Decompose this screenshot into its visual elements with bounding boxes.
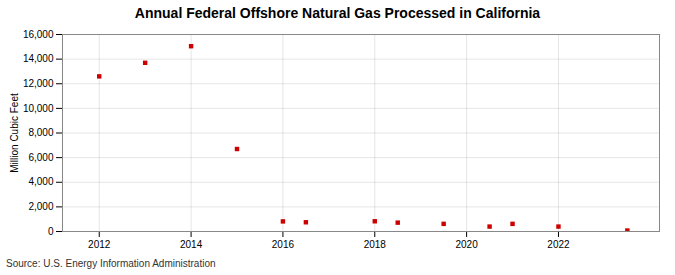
svg-text:Million Cubic Feet: Million Cubic Feet — [9, 93, 20, 173]
svg-text:2022: 2022 — [547, 239, 570, 250]
svg-text:0: 0 — [48, 226, 54, 237]
svg-text:2012: 2012 — [88, 239, 111, 250]
svg-text:8,000: 8,000 — [28, 127, 53, 138]
svg-text:2018: 2018 — [364, 239, 387, 250]
svg-text:12,000: 12,000 — [23, 78, 54, 89]
svg-text:14,000: 14,000 — [23, 53, 54, 64]
svg-text:2016: 2016 — [272, 239, 295, 250]
html-text:Annual Federal Offshore Natura: Annual Federal Offshore Natural Gas Proc… — [134, 5, 541, 21]
svg-text:6,000: 6,000 — [28, 152, 53, 163]
svg-text:2,000: 2,000 — [28, 201, 53, 212]
svg-text:10,000: 10,000 — [23, 103, 54, 114]
html-text:Source: U.S. Energy Informatio: Source: U.S. Energy Information Administ… — [6, 258, 216, 269]
svg-text:2014: 2014 — [180, 239, 203, 250]
svg-text:4,000: 4,000 — [28, 176, 53, 187]
svg-text:2020: 2020 — [455, 239, 478, 250]
svg-text:16,000: 16,000 — [23, 29, 54, 40]
